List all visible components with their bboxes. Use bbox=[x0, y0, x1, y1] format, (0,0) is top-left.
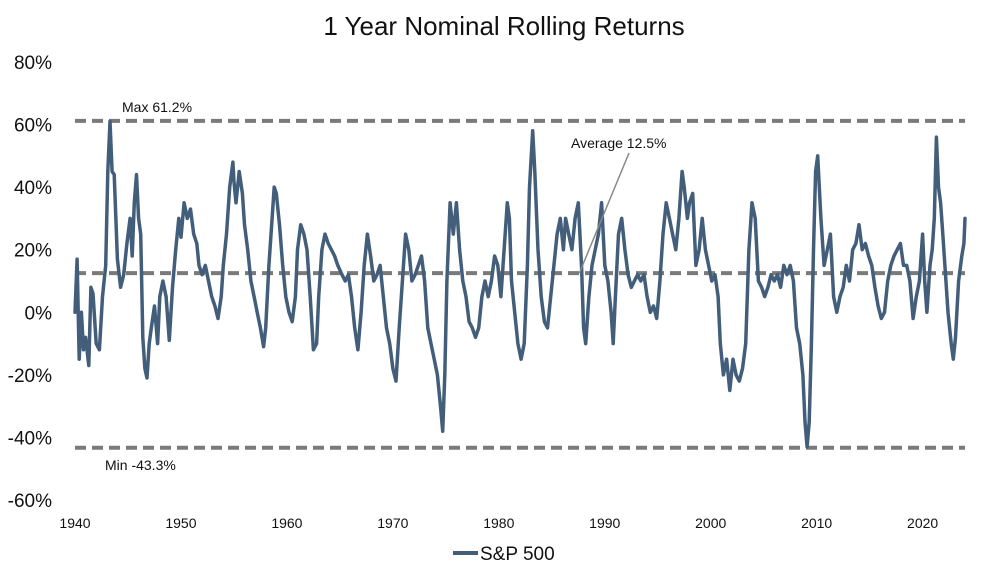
y-tick-label: -60% bbox=[8, 491, 52, 512]
series-layer bbox=[73, 119, 967, 449]
x-tick-label: 1960 bbox=[271, 515, 302, 531]
y-tick-label: 0% bbox=[25, 303, 53, 324]
min-annotation: Min -43.3% bbox=[105, 457, 176, 473]
average-annotation: Average 12.5% bbox=[571, 135, 666, 151]
x-axis-ticks: 1940 1950 1960 1970 1980 1990 2000 2010 2020 bbox=[59, 515, 938, 531]
y-axis-ticks: -60% -40% -20% 0% 20% 40% 60% 80% bbox=[8, 53, 52, 512]
reference-annotations: Max 61.2% Min -43.3% Average 12.5% bbox=[105, 99, 666, 473]
x-tick-label: 1980 bbox=[483, 515, 514, 531]
x-tick-label: 1950 bbox=[165, 515, 196, 531]
series-line-0 bbox=[73, 119, 967, 449]
legend[interactable]: S&P 500 bbox=[453, 544, 555, 565]
y-tick-label: 60% bbox=[14, 116, 52, 137]
y-tick-label: -20% bbox=[8, 366, 52, 387]
y-tick-label: 40% bbox=[14, 178, 52, 199]
y-tick-label: 80% bbox=[14, 53, 52, 74]
y-tick-label: 20% bbox=[14, 241, 52, 262]
x-tick-label: 1990 bbox=[589, 515, 620, 531]
legend-label: S&P 500 bbox=[480, 544, 555, 565]
x-tick-label: 2020 bbox=[907, 515, 938, 531]
x-tick-label: 2000 bbox=[695, 515, 726, 531]
x-tick-label: 2010 bbox=[801, 515, 832, 531]
average-leader-line bbox=[578, 152, 630, 274]
x-tick-label: 1940 bbox=[59, 515, 90, 531]
reference-lines bbox=[75, 118, 965, 450]
max-annotation: Max 61.2% bbox=[122, 99, 192, 115]
chart-title: 1 Year Nominal Rolling Returns bbox=[323, 11, 684, 41]
x-tick-label: 1970 bbox=[377, 515, 408, 531]
y-tick-label: -40% bbox=[8, 428, 52, 449]
